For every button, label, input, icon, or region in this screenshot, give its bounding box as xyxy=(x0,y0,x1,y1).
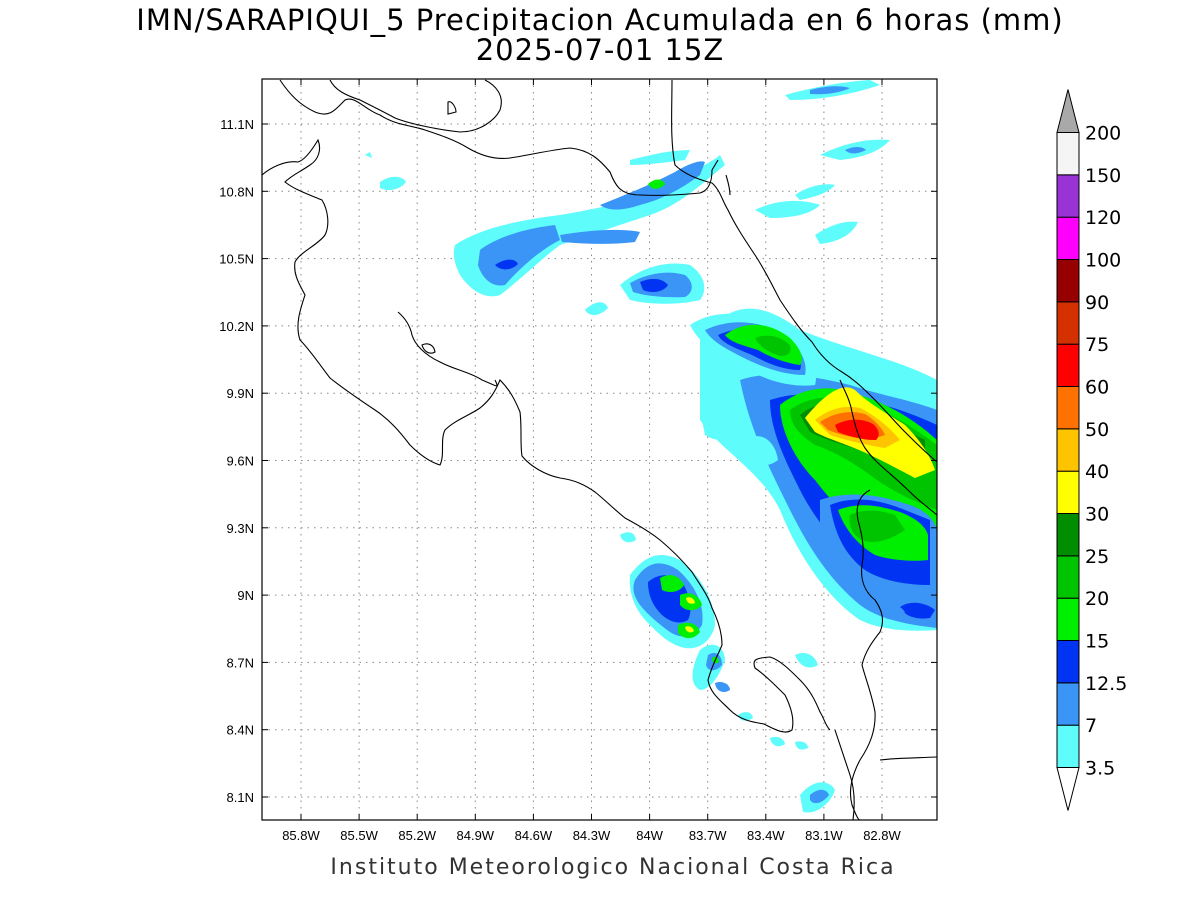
lat-tick-label: 9.6N xyxy=(227,454,254,469)
colorbar-swatch xyxy=(1056,724,1080,769)
colorbar-swatch xyxy=(1056,216,1080,261)
colorbar-level-label: 7 xyxy=(1085,715,1097,737)
lat-tick-label: 8.1N xyxy=(227,790,254,805)
colorbar-level-label: 25 xyxy=(1085,546,1109,568)
colorbar-under-triangle xyxy=(1056,767,1080,811)
plot-frame xyxy=(261,78,938,821)
colorbar-swatch xyxy=(1056,640,1080,684)
lat-tick-label: 9N xyxy=(237,588,254,603)
lon-tick-label: 85.8W xyxy=(282,828,320,843)
colorbar-level-label: 150 xyxy=(1085,165,1121,187)
colorbar-swatch xyxy=(1056,470,1080,514)
colorbar-swatch xyxy=(1056,301,1080,345)
lat-tick-label: 9.9N xyxy=(227,386,254,401)
colorbar-swatch xyxy=(1056,513,1080,557)
colorbar-level-label: 60 xyxy=(1085,377,1109,399)
colorbar-level-label: 12.5 xyxy=(1085,673,1127,695)
latitude-axis: 11.1N 10.8N 10.5N 10.2N 9.9N 9.6N 9.3N 9N 8.7N 8.… xyxy=(219,117,937,805)
colorbar-swatch xyxy=(1056,386,1080,430)
colorbar-swatch xyxy=(1056,428,1080,472)
lon-tick-label: 85.2W xyxy=(398,828,436,843)
lat-tick-label: 8.7N xyxy=(227,655,254,670)
colorbar-swatch xyxy=(1056,682,1080,726)
colorbar-level-label: 90 xyxy=(1085,292,1109,314)
lat-tick-label: 10.5N xyxy=(219,252,254,267)
longitude-axis: 85.8W 85.5W 85.2W 84.9W 84.6W 84.3W 84W 83.7W 83… xyxy=(282,79,902,843)
lon-tick-label: 84.9W xyxy=(457,828,495,843)
colorbar-over-triangle xyxy=(1056,89,1080,133)
colorbar-level-label: 100 xyxy=(1085,250,1121,272)
colorbar-swatch xyxy=(1056,259,1080,303)
lat-tick-label: 9.3N xyxy=(227,521,254,536)
lon-tick-label: 85.5W xyxy=(340,828,378,843)
colorbar-swatch xyxy=(1056,174,1080,218)
lon-tick-label: 82.8W xyxy=(863,828,901,843)
colorbar-swatch xyxy=(1056,555,1080,599)
colorbar-level-label: 200 xyxy=(1085,123,1121,145)
colorbar-level-label: 75 xyxy=(1085,334,1109,356)
precipitation-field xyxy=(365,80,937,813)
lat-tick-label: 11.1N xyxy=(220,117,254,132)
colorbar-swatch xyxy=(1056,343,1080,387)
map-title: IMN/SARAPIQUI_5 Precipitacion Acumulada … xyxy=(136,3,1064,37)
lon-tick-label: 84W xyxy=(636,828,663,843)
lon-tick-label: 83.4W xyxy=(747,828,785,843)
lon-tick-label: 83.1W xyxy=(805,828,843,843)
colorbar-legend: 3.5 7 12.5 15 20 25 30 40 50 60 75 90 100 120 150 200 xyxy=(1056,89,1127,811)
colorbar-swatch xyxy=(1056,597,1080,642)
colorbar-level-label: 40 xyxy=(1085,461,1109,483)
colorbar-level-label: 50 xyxy=(1085,419,1109,441)
colorbar-level-label: 3.5 xyxy=(1085,758,1115,780)
colorbar-level-label: 30 xyxy=(1085,504,1109,526)
lon-tick-label: 84.3W xyxy=(573,828,611,843)
lat-tick-label: 10.2N xyxy=(219,319,254,334)
colorbar-swatch xyxy=(1056,132,1080,176)
lat-tick-label: 8.4N xyxy=(227,723,254,738)
lat-tick-label: 10.8N xyxy=(219,184,254,199)
colorbar-level-label: 120 xyxy=(1085,207,1121,229)
colorbar-level-label: 20 xyxy=(1085,588,1109,610)
colorbar-level-label: 15 xyxy=(1085,631,1109,653)
footer-credit: Instituto Meteorologico Nacional Costa R… xyxy=(330,855,896,880)
lon-tick-label: 84.6W xyxy=(515,828,553,843)
coastlines-borders xyxy=(262,79,937,820)
lon-tick-label: 83.7W xyxy=(689,828,727,843)
map-subtitle-datetime: 2025-07-01 15Z xyxy=(475,33,725,67)
